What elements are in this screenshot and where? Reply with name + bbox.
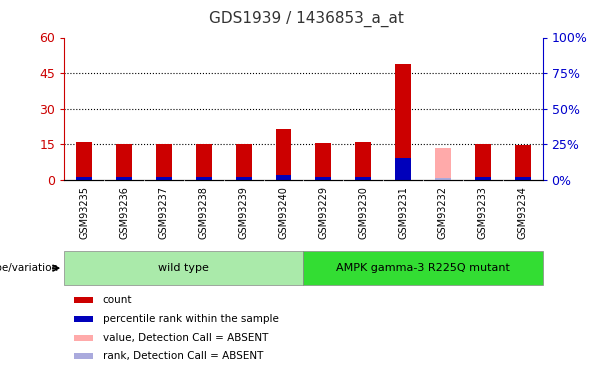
Bar [116, 144, 132, 180]
Bar [156, 144, 172, 180]
Text: GSM93235: GSM93235 [79, 186, 89, 239]
Text: GSM93239: GSM93239 [238, 186, 249, 238]
Bar [475, 144, 491, 180]
Bar [196, 177, 212, 180]
Bar [276, 129, 292, 180]
Text: rank, Detection Call = ABSENT: rank, Detection Call = ABSENT [102, 351, 263, 361]
Bar [515, 177, 531, 180]
Text: GSM93229: GSM93229 [318, 186, 329, 239]
Text: GDS1939 / 1436853_a_at: GDS1939 / 1436853_a_at [209, 11, 404, 27]
Text: GSM93236: GSM93236 [119, 186, 129, 238]
Text: GSM93231: GSM93231 [398, 186, 408, 238]
Text: GSM93233: GSM93233 [478, 186, 488, 238]
Bar [355, 141, 371, 180]
Bar [74, 334, 93, 340]
Text: AMPK gamma-3 R225Q mutant: AMPK gamma-3 R225Q mutant [336, 263, 510, 273]
Bar [395, 64, 411, 180]
Text: genotype/variation: genotype/variation [0, 263, 58, 273]
Text: GSM93238: GSM93238 [199, 186, 209, 238]
Bar [435, 178, 451, 180]
Bar [355, 177, 371, 180]
Bar [74, 316, 93, 322]
Bar [515, 145, 531, 180]
Text: percentile rank within the sample: percentile rank within the sample [102, 314, 278, 324]
Bar [235, 177, 252, 180]
Bar [196, 144, 212, 180]
Text: GSM93234: GSM93234 [517, 186, 528, 238]
Bar [316, 177, 332, 180]
Bar [316, 143, 332, 180]
Bar [76, 177, 93, 180]
Bar [64, 251, 303, 285]
Bar [116, 177, 132, 180]
Bar [435, 148, 451, 180]
Bar [74, 353, 93, 359]
Bar [395, 158, 411, 180]
Bar [156, 177, 172, 180]
Text: count: count [102, 295, 132, 305]
Text: value, Detection Call = ABSENT: value, Detection Call = ABSENT [102, 333, 268, 342]
Bar [303, 251, 543, 285]
Bar [276, 175, 292, 180]
Bar [74, 297, 93, 303]
Text: GSM93230: GSM93230 [358, 186, 368, 238]
Text: GSM93232: GSM93232 [438, 186, 448, 239]
Bar [475, 177, 491, 180]
Text: wild type: wild type [159, 263, 209, 273]
Text: GSM93237: GSM93237 [159, 186, 169, 239]
Bar [235, 144, 252, 180]
Bar [76, 142, 93, 180]
Text: GSM93240: GSM93240 [278, 186, 289, 238]
